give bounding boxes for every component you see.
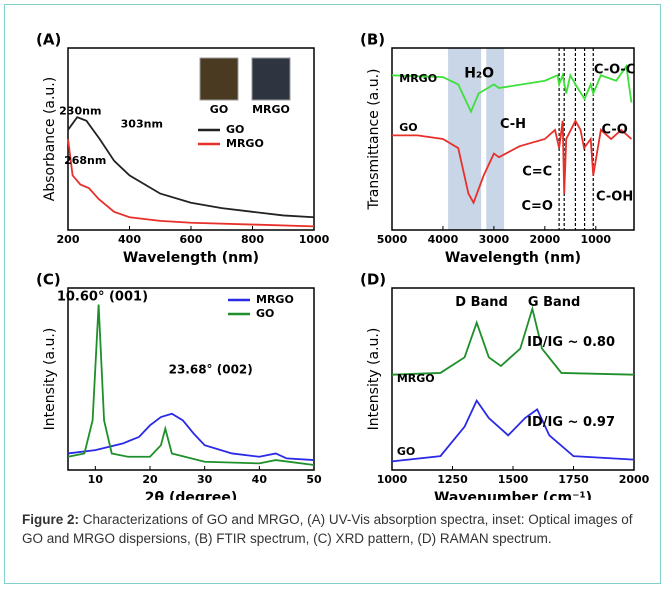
caption: Figure 2: Characterizations of GO and MR…: [22, 510, 642, 548]
annotation: D Band: [455, 295, 508, 310]
series-line: [67, 304, 315, 466]
x-tick-label: 1000: [377, 473, 408, 486]
series-line: [391, 398, 635, 463]
annotation: 10.60° (001): [57, 290, 148, 305]
annotation: 268nm: [64, 154, 106, 167]
series-line: [392, 118, 633, 205]
x-tick-label: 400: [118, 233, 141, 246]
annotation: C=C: [522, 164, 552, 179]
x-axis-label: 2θ (degree): [145, 490, 237, 500]
legend-label: GO: [256, 307, 274, 320]
annotation: C-O: [601, 122, 627, 137]
annotation: G Band: [528, 295, 580, 310]
y-axis-label: Transmittance (a.u.): [366, 69, 382, 211]
x-tick-label: 10: [88, 473, 104, 486]
band: [448, 48, 482, 230]
figure-frame: [4, 4, 661, 584]
x-axis-label: Wavelength (nm): [123, 250, 259, 266]
legend-label: GO: [226, 123, 244, 136]
y-axis-label: Intensity (a.u.): [366, 328, 382, 431]
panel-label: (B): [360, 31, 385, 49]
series-line: [391, 63, 633, 114]
caption-text: Characterizations of GO and MRGO, (A) UV…: [22, 512, 633, 546]
series-line: [67, 116, 315, 219]
band: [486, 48, 505, 230]
plot-frame: [391, 47, 635, 231]
annotation: C=O: [521, 199, 552, 214]
legend-label: MRGO: [226, 137, 264, 150]
x-tick-label: 4000: [428, 233, 459, 246]
series-line: [67, 138, 315, 228]
annotation: 23.68° (002): [169, 362, 253, 376]
x-tick-label: 2000: [530, 233, 561, 246]
series-label: MRGO: [399, 72, 437, 85]
plot-frame: [67, 287, 315, 471]
x-axis-label: Wavenumber (cm⁻¹): [434, 490, 592, 500]
x-tick-label: 200: [57, 233, 80, 246]
inset-photo: [199, 57, 239, 101]
legend-label: MRGO: [256, 293, 294, 306]
series-label: GO: [397, 445, 415, 458]
x-tick-label: 40: [252, 473, 268, 486]
x-tick-label: 1000: [299, 233, 330, 246]
annotation: ID/IG ~ 0.80: [527, 335, 615, 350]
figure: (A) 200 400 600 800 1000 Wavelength (nm) Absorb…: [36, 31, 650, 501]
x-tick-label: 50: [306, 473, 322, 486]
inset-label: GO: [210, 103, 228, 116]
annotation: C-H: [500, 117, 526, 132]
x-tick-label: 20: [142, 473, 158, 486]
annotation: C-O-C: [594, 62, 635, 77]
series-label: GO: [399, 121, 417, 134]
x-tick-label: 5000: [377, 233, 408, 246]
annotation: ID/IG ~ 0.97: [527, 415, 615, 430]
x-axis-label: Wavelength (nm): [445, 250, 581, 266]
x-tick-label: 600: [180, 233, 203, 246]
annotation: 230nm: [59, 105, 101, 118]
panel-label: (D): [360, 271, 386, 289]
series-line: [67, 412, 315, 461]
annotation: H₂O: [464, 65, 494, 81]
series-label: MRGO: [397, 372, 435, 385]
x-tick-label: 1500: [498, 473, 529, 486]
inset-photo: [251, 57, 291, 101]
y-axis-label: Intensity (a.u.): [42, 328, 58, 431]
caption-label: Figure 2:: [22, 512, 80, 527]
panel-label: (A): [36, 31, 61, 49]
annotation: C-OH: [596, 190, 633, 205]
series-line: [391, 305, 635, 376]
inset-label: MRGO: [252, 103, 290, 116]
annotation: 303nm: [121, 117, 163, 130]
x-tick-label: 1750: [558, 473, 589, 486]
x-tick-label: 2000: [619, 473, 650, 486]
y-axis-label: Absorbance (a.u.): [42, 77, 58, 201]
x-tick-label: 30: [197, 473, 213, 486]
x-tick-label: 3000: [479, 233, 510, 246]
x-tick-label: 1000: [580, 233, 611, 246]
panel-label: (C): [36, 271, 61, 289]
x-tick-label: 1250: [437, 473, 468, 486]
x-tick-label: 800: [241, 233, 264, 246]
